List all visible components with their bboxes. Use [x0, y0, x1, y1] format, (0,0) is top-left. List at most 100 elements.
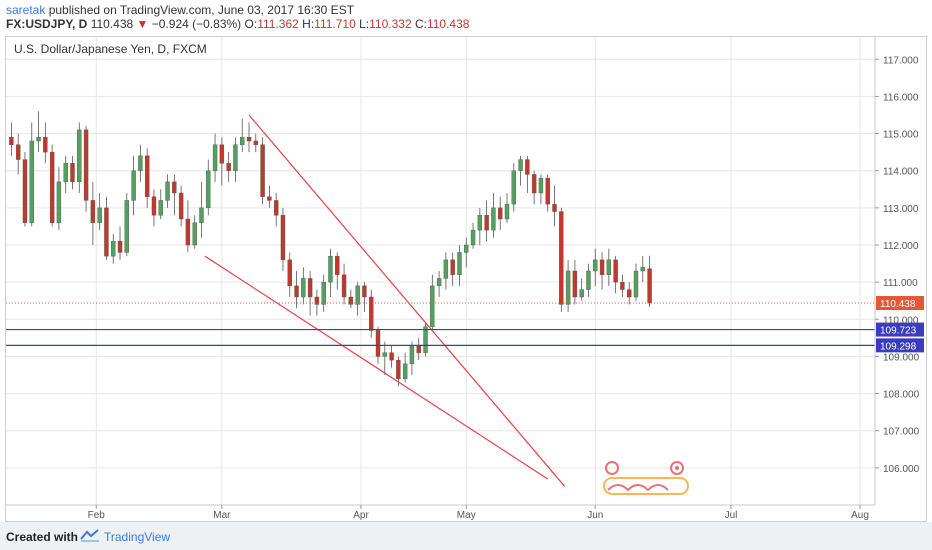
candle-down	[287, 259, 292, 287]
y-tick-label: 110.000	[883, 315, 919, 326]
down-arrow-icon: ▼	[136, 17, 149, 31]
candle-up	[138, 155, 143, 171]
candle-up	[192, 222, 197, 246]
x-tick-label: Aug	[851, 510, 869, 521]
candle-down	[43, 137, 48, 153]
chart-grid	[6, 37, 875, 505]
candle-down	[15, 144, 21, 160]
candle-down	[273, 200, 279, 216]
candle-up	[640, 267, 645, 272]
price-chart[interactable]: 109.723 109.298 110.438 117.000 116.000 115.…	[0, 0, 932, 522]
tradingview-logo-icon	[80, 529, 99, 542]
candle-down	[70, 163, 75, 183]
y-tick-label: 112.000	[883, 241, 919, 252]
footer-bar: Created with TradingView	[0, 522, 932, 550]
candle-down	[335, 255, 340, 275]
candle-up	[443, 259, 449, 279]
trendline	[204, 255, 549, 480]
open-value: 111.362	[257, 17, 299, 31]
candle-down	[341, 274, 347, 298]
x-tick-label: Jul	[725, 510, 738, 521]
candle-down	[450, 259, 455, 275]
y-tick-label: 114.000	[883, 167, 919, 178]
y-tick-label: 107.000	[883, 427, 920, 438]
candle-down	[83, 129, 89, 201]
trendline	[248, 114, 566, 487]
candle-up	[233, 144, 238, 171]
y-tick-label: 117.000	[883, 55, 919, 66]
candle-up	[382, 352, 387, 357]
candle-up	[36, 137, 41, 142]
author-link[interactable]: saretak	[6, 3, 46, 17]
candle-down	[369, 296, 374, 331]
last-price-tag	[876, 296, 924, 311]
candle-down	[620, 281, 625, 290]
candle-down	[178, 192, 184, 220]
candle-down	[144, 155, 150, 197]
candle-down	[416, 345, 421, 353]
candle-up	[477, 215, 483, 231]
candle-up	[402, 363, 408, 379]
candle-up	[430, 285, 435, 327]
candle-up	[593, 259, 598, 272]
candle-down	[9, 137, 14, 145]
candle-down	[294, 285, 299, 298]
candle-up	[633, 270, 639, 298]
candle-up	[423, 326, 428, 353]
candle-down	[559, 211, 564, 305]
candle-down	[226, 163, 231, 171]
x-tick-label: Mar	[213, 510, 231, 521]
candle-up	[301, 278, 306, 298]
low-label: L:	[359, 17, 370, 31]
time-axis: Feb Mar Apr May Jun Jul Aug	[6, 504, 875, 521]
candle-down	[348, 296, 354, 305]
published-text: published on TradingView.com, June 03, 2…	[48, 3, 355, 17]
candle-down	[613, 259, 618, 283]
x-tick-label: Feb	[88, 510, 106, 521]
tradingview-brand[interactable]: TradingView	[104, 530, 171, 544]
candle-up	[158, 200, 163, 216]
candle-down	[626, 289, 632, 298]
x-tick-label: Apr	[353, 510, 369, 521]
candle-down	[362, 285, 367, 298]
candle-up	[328, 255, 333, 283]
candle-up	[579, 289, 584, 298]
candle-up	[538, 177, 544, 194]
candle-down	[375, 330, 381, 357]
candle-down	[172, 181, 177, 194]
candle-up	[131, 170, 136, 201]
candle-down	[253, 140, 259, 145]
candle-up	[63, 163, 68, 183]
candle-up	[124, 200, 130, 253]
candle-up	[355, 285, 360, 305]
candle-down	[117, 241, 123, 253]
candle-up	[199, 207, 204, 223]
chart-title: U.S. Dollar/Japanese Yen, D, FXCM	[14, 42, 207, 56]
level-price-tag	[876, 322, 924, 337]
candle-down	[246, 137, 252, 142]
y-tick-label: 111.000	[883, 278, 918, 289]
x-tick-label: Jun	[587, 510, 603, 521]
last-price-label: 110.438	[880, 299, 916, 310]
candle-up	[464, 244, 469, 253]
candle-up	[565, 270, 571, 305]
y-tick-label: 106.000	[883, 464, 920, 475]
candle-down	[647, 268, 652, 304]
candle-down	[525, 159, 530, 175]
low-value: 110.332	[369, 17, 412, 31]
high-value: 111.710	[314, 17, 356, 31]
chart-frame	[5, 36, 927, 522]
candle-down	[552, 203, 557, 212]
candle-up	[518, 159, 523, 171]
candle-up	[491, 207, 496, 231]
chart-lines: 109.723 109.298 110.438	[6, 114, 924, 487]
candle-down	[599, 259, 605, 275]
candle-down	[49, 151, 55, 223]
candle-down	[396, 359, 401, 379]
y-tick-label: 108.000	[883, 390, 920, 401]
candle-up	[77, 129, 82, 183]
candle-up	[240, 137, 245, 145]
candle-down	[498, 207, 503, 220]
last-price: 110.438	[90, 17, 134, 31]
candle-up	[206, 170, 211, 209]
